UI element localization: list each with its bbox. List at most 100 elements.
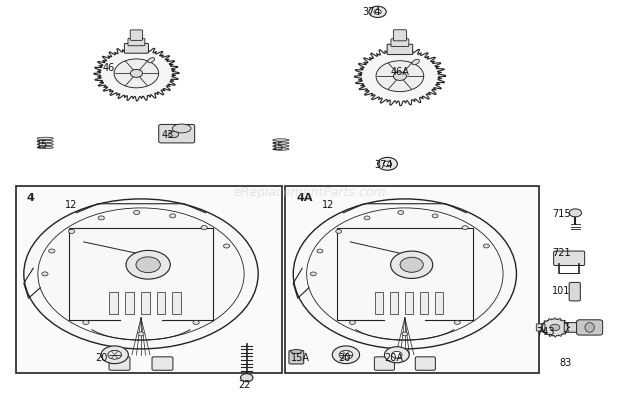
- FancyBboxPatch shape: [391, 40, 409, 47]
- Bar: [405, 292, 413, 314]
- Text: 20: 20: [338, 352, 350, 362]
- Text: 743: 743: [536, 326, 555, 336]
- Circle shape: [364, 217, 370, 220]
- Text: 22: 22: [238, 379, 250, 389]
- Circle shape: [383, 162, 392, 167]
- Circle shape: [68, 230, 74, 234]
- Bar: [125, 292, 134, 314]
- Text: 374: 374: [363, 7, 381, 17]
- FancyBboxPatch shape: [374, 357, 394, 370]
- Circle shape: [384, 347, 409, 363]
- Text: 12: 12: [65, 200, 78, 209]
- FancyBboxPatch shape: [130, 31, 143, 41]
- Circle shape: [550, 324, 560, 331]
- Bar: [420, 292, 428, 314]
- Ellipse shape: [585, 323, 594, 332]
- FancyBboxPatch shape: [577, 320, 603, 335]
- Circle shape: [462, 226, 468, 230]
- Ellipse shape: [37, 138, 53, 140]
- Bar: [110, 292, 118, 314]
- Text: 101: 101: [552, 286, 570, 296]
- FancyBboxPatch shape: [125, 44, 148, 54]
- Circle shape: [392, 352, 402, 358]
- Text: 721: 721: [552, 248, 570, 257]
- Text: 46A: 46A: [391, 67, 409, 77]
- FancyBboxPatch shape: [289, 350, 304, 364]
- Text: 15: 15: [36, 140, 48, 149]
- Circle shape: [317, 249, 323, 253]
- FancyBboxPatch shape: [152, 357, 173, 370]
- Ellipse shape: [172, 125, 191, 134]
- Circle shape: [393, 73, 407, 81]
- Circle shape: [378, 158, 397, 171]
- Circle shape: [391, 251, 433, 279]
- Circle shape: [400, 257, 423, 273]
- Text: 374: 374: [374, 160, 392, 169]
- Bar: [172, 292, 181, 314]
- Circle shape: [82, 321, 89, 325]
- Ellipse shape: [273, 148, 289, 151]
- FancyBboxPatch shape: [554, 251, 585, 266]
- Bar: [390, 292, 398, 314]
- Ellipse shape: [273, 142, 289, 145]
- Text: 12: 12: [322, 200, 335, 209]
- Text: 15: 15: [272, 142, 284, 151]
- Circle shape: [133, 211, 140, 215]
- Circle shape: [241, 374, 253, 382]
- Bar: [141, 292, 149, 314]
- Text: 715: 715: [552, 209, 570, 218]
- Circle shape: [136, 257, 161, 273]
- Circle shape: [432, 215, 438, 218]
- Ellipse shape: [412, 60, 419, 66]
- Ellipse shape: [273, 140, 289, 142]
- Circle shape: [223, 244, 230, 248]
- Circle shape: [336, 230, 342, 234]
- Polygon shape: [540, 318, 570, 337]
- Ellipse shape: [24, 199, 258, 349]
- Text: 83: 83: [559, 357, 572, 367]
- FancyBboxPatch shape: [128, 39, 145, 47]
- Circle shape: [398, 211, 404, 215]
- Circle shape: [49, 249, 55, 253]
- FancyBboxPatch shape: [569, 283, 580, 301]
- Circle shape: [376, 62, 423, 92]
- Bar: [435, 292, 443, 314]
- Circle shape: [130, 70, 143, 78]
- Circle shape: [114, 60, 159, 89]
- Circle shape: [98, 217, 104, 221]
- Circle shape: [369, 7, 386, 18]
- Bar: [16, 186, 282, 373]
- Circle shape: [332, 346, 360, 364]
- Text: 4: 4: [27, 192, 35, 203]
- Text: 20A: 20A: [384, 352, 403, 362]
- Bar: [157, 292, 166, 314]
- FancyBboxPatch shape: [109, 357, 130, 370]
- Circle shape: [311, 272, 316, 276]
- Circle shape: [484, 245, 489, 248]
- FancyBboxPatch shape: [564, 323, 598, 332]
- Circle shape: [201, 226, 207, 230]
- Circle shape: [101, 346, 128, 364]
- Text: 43: 43: [161, 130, 174, 139]
- FancyBboxPatch shape: [159, 125, 195, 144]
- Ellipse shape: [273, 146, 289, 148]
- Bar: [285, 186, 539, 373]
- Circle shape: [454, 321, 460, 324]
- Text: 15A: 15A: [291, 352, 309, 362]
- Ellipse shape: [37, 147, 53, 149]
- Polygon shape: [355, 48, 445, 106]
- Circle shape: [170, 214, 176, 219]
- FancyBboxPatch shape: [387, 45, 413, 55]
- Circle shape: [193, 321, 199, 325]
- Text: 4A: 4A: [296, 192, 313, 203]
- Circle shape: [402, 332, 408, 336]
- FancyBboxPatch shape: [536, 324, 545, 331]
- Ellipse shape: [148, 59, 154, 64]
- Circle shape: [126, 251, 171, 279]
- Text: 46: 46: [102, 63, 115, 73]
- Ellipse shape: [293, 199, 516, 349]
- Ellipse shape: [37, 144, 53, 146]
- Ellipse shape: [37, 141, 53, 143]
- Circle shape: [169, 132, 179, 138]
- FancyBboxPatch shape: [415, 357, 435, 370]
